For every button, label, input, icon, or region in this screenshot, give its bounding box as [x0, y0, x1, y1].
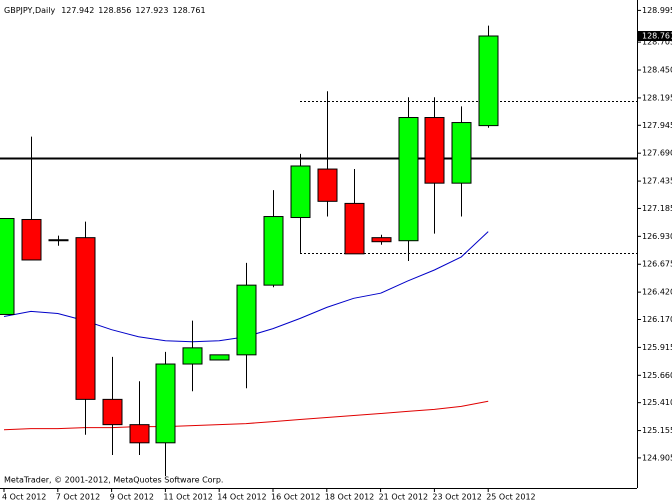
header-high: 128.856	[98, 6, 131, 15]
y-tick-label: 126.170	[642, 315, 672, 324]
candle-body	[75, 237, 96, 400]
y-tick-label: 126.420	[642, 288, 672, 297]
x-tick-label: 7 Oct 2012	[56, 493, 100, 502]
y-tick-label: 128.995	[642, 6, 672, 15]
candle-body	[0, 218, 15, 315]
moving-average	[3, 400, 489, 431]
y-tick-label: 126.930	[642, 232, 672, 241]
x-tick-label: 14 Oct 2012	[217, 493, 266, 502]
candle-body	[48, 239, 69, 242]
candle-body	[21, 218, 42, 261]
y-tick-label: 128.450	[642, 66, 672, 75]
y-tick-label: 127.185	[642, 204, 672, 213]
current-price-box	[638, 30, 672, 41]
x-tick-label: 16 Oct 2012	[271, 493, 320, 502]
x-tick-label: 25 Oct 2012	[486, 493, 535, 502]
x-tick-label: 18 Oct 2012	[325, 493, 374, 502]
candle-body	[129, 424, 150, 444]
y-tick-label: 125.660	[642, 371, 672, 380]
x-tick-label: 23 Oct 2012	[432, 493, 481, 502]
candle-body	[398, 117, 419, 242]
chart-title: GBPJPY,Daily	[4, 6, 55, 15]
candle-body	[317, 168, 338, 202]
header-low: 127.923	[135, 6, 168, 15]
y-tick-label: 126.675	[642, 260, 672, 269]
x-tick-label: 11 Oct 2012	[163, 493, 212, 502]
candle-body	[102, 398, 123, 426]
candle-body	[371, 237, 392, 243]
y-tick-label: 124.905	[642, 453, 672, 462]
candle-body	[182, 347, 203, 365]
y-tick-label: 127.690	[642, 149, 672, 158]
footer: MetaTrader, © 2001-2012, MetaQuotes Soft…	[4, 476, 223, 485]
axes: 128.995 128.705 128.450 128.195 127.945 127.6…	[2, 6, 672, 502]
y-tick-label: 125.410	[642, 398, 672, 407]
y-tick-label: 125.155	[642, 426, 672, 435]
y-tick-label: 128.195	[642, 93, 672, 102]
candle-body	[290, 165, 311, 219]
y-tick-label: 128.705	[642, 38, 672, 47]
y-tick-label: 125.915	[642, 343, 672, 352]
candle-body	[478, 35, 499, 127]
candle-body	[344, 202, 365, 255]
candle-body	[155, 363, 176, 444]
candle-body	[263, 216, 284, 286]
plot-area	[0, 25, 637, 477]
x-tick-label: 9 Oct 2012	[110, 493, 154, 502]
y-tick-label: 127.945	[642, 121, 672, 130]
chart-header: GBPJPY,Daily 127.942 128.856 127.923 128.761	[4, 6, 206, 15]
x-tick-label: 4 Oct 2012	[2, 493, 46, 502]
candle-body	[424, 117, 445, 184]
candle-body	[451, 122, 472, 184]
header-close: 128.761	[172, 6, 205, 15]
candle-body	[236, 284, 257, 356]
current-price-label: 128.761	[642, 31, 672, 40]
candle-body	[209, 354, 230, 361]
header-open: 127.942	[61, 6, 94, 15]
y-tick-label: 127.435	[642, 177, 672, 186]
x-tick-label: 21 Oct 2012	[379, 493, 428, 502]
